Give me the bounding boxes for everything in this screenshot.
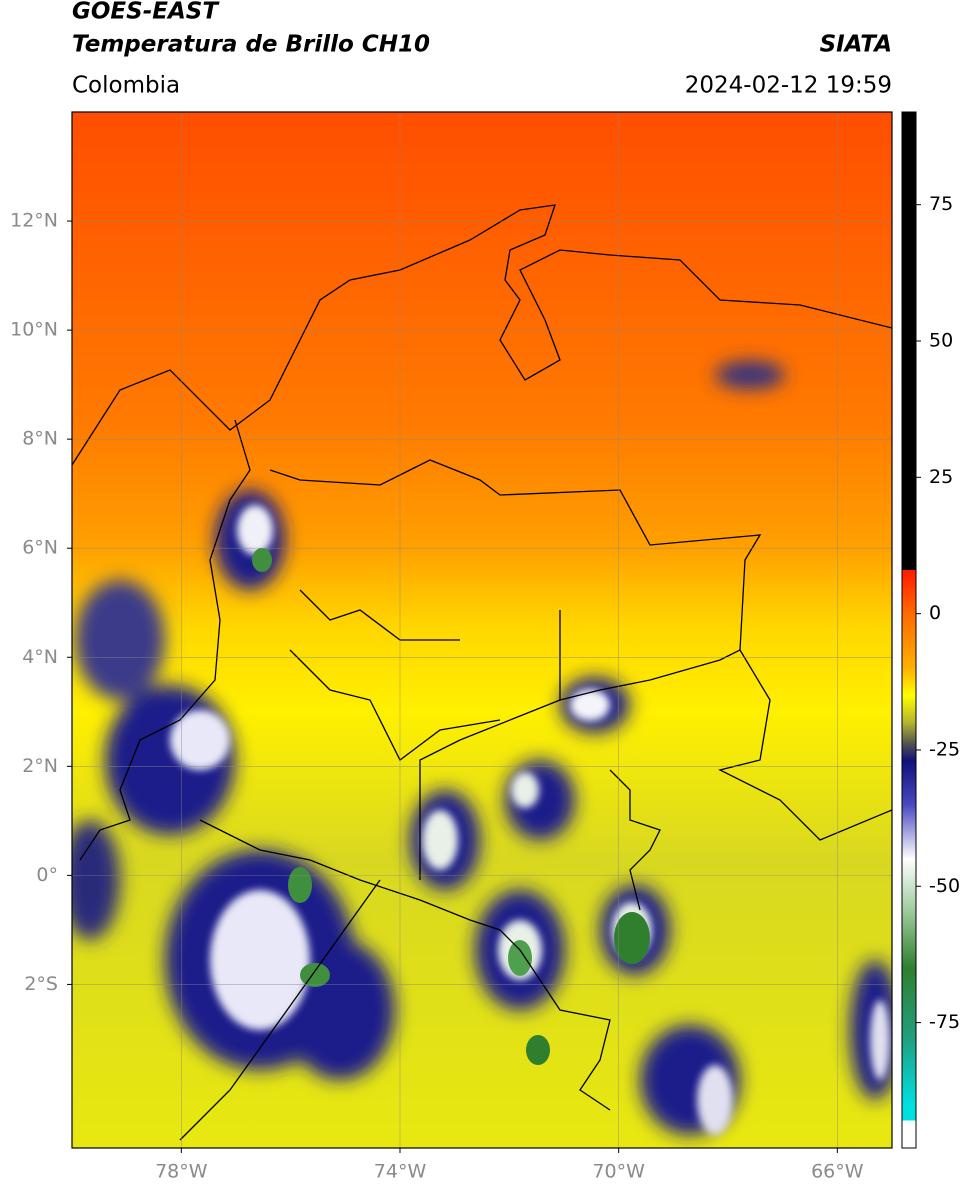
x-tick-label: 78°W [155, 1161, 208, 1183]
colorbar-tick-label: -25 [929, 738, 960, 760]
subtitle: Temperatura de Brillo CH10 [72, 32, 430, 58]
title: GOES-EAST [72, 0, 220, 25]
colorbar-tick-label: -75 [929, 1011, 960, 1033]
colorbar-tick-label: 0 [929, 602, 941, 624]
grid [72, 112, 892, 1148]
timestamp: 2024-02-12 19:59 [685, 73, 892, 99]
y-tick-label: 12°N [10, 210, 58, 232]
y-tick-label: 2°S [24, 973, 58, 995]
source: SIATA [820, 32, 892, 58]
x-tick-label: 66°W [811, 1161, 864, 1183]
map-frame [71, 111, 893, 1149]
borders [72, 204, 892, 1141]
y-tick-label: 8°N [22, 428, 58, 450]
region: Colombia [72, 73, 180, 99]
colorbar-tick-label: 25 [929, 466, 953, 488]
x-tick-label: 74°W [374, 1161, 427, 1183]
y-tick-label: 2°N [22, 755, 58, 777]
y-tick-label: 4°N [22, 646, 58, 668]
y-tick-label: 10°N [10, 319, 58, 341]
colorbar-tick-label: -50 [929, 875, 960, 897]
x-tick-label: 70°W [592, 1161, 645, 1183]
y-tick-label: 6°N [22, 537, 58, 559]
colorbar [901, 111, 917, 1149]
colorbar-tick-label: 50 [929, 330, 953, 352]
colorbar-tick-label: 75 [929, 193, 953, 215]
y-tick-label: 0° [36, 864, 58, 886]
map-image [72, 112, 892, 1148]
cloud-tops [170, 505, 890, 1135]
cloud-cores [252, 548, 650, 1065]
